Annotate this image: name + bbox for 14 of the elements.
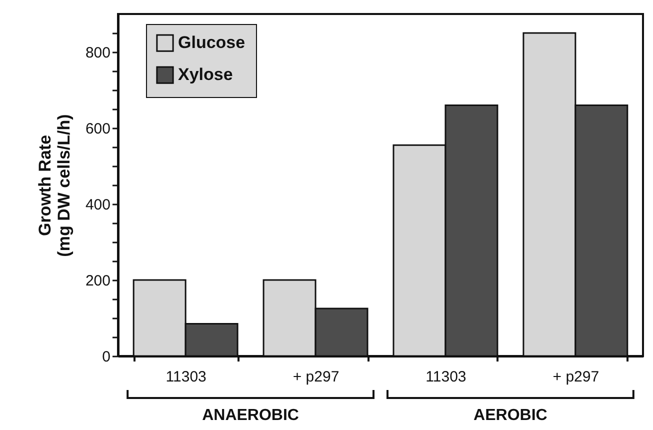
y-tick-label: 600: [85, 120, 110, 138]
x-tick-label: + p297: [552, 368, 600, 386]
y-axis-title: Growth Rate (mg DW cells/L/h): [35, 114, 74, 257]
text: AEROBIC: [474, 407, 548, 424]
x-tick-label: 11303: [426, 368, 466, 386]
x-tick-label: + p297: [292, 368, 340, 386]
y-tick-label: 400: [85, 196, 110, 214]
legend-label: Xylose: [178, 65, 233, 84]
text: ANAEROBIC: [202, 407, 300, 424]
y-tick-label: 200: [85, 272, 110, 290]
x-tick-label: 11303: [166, 368, 206, 386]
y-tick-label: 0: [102, 348, 110, 366]
y-tick-label: 800: [85, 44, 110, 62]
legend-label: Glucose: [178, 33, 246, 52]
